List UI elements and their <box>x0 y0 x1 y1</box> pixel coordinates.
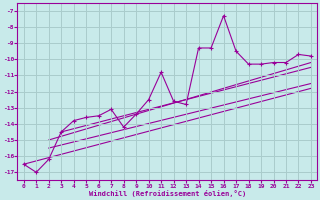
X-axis label: Windchill (Refroidissement éolien,°C): Windchill (Refroidissement éolien,°C) <box>89 190 246 197</box>
